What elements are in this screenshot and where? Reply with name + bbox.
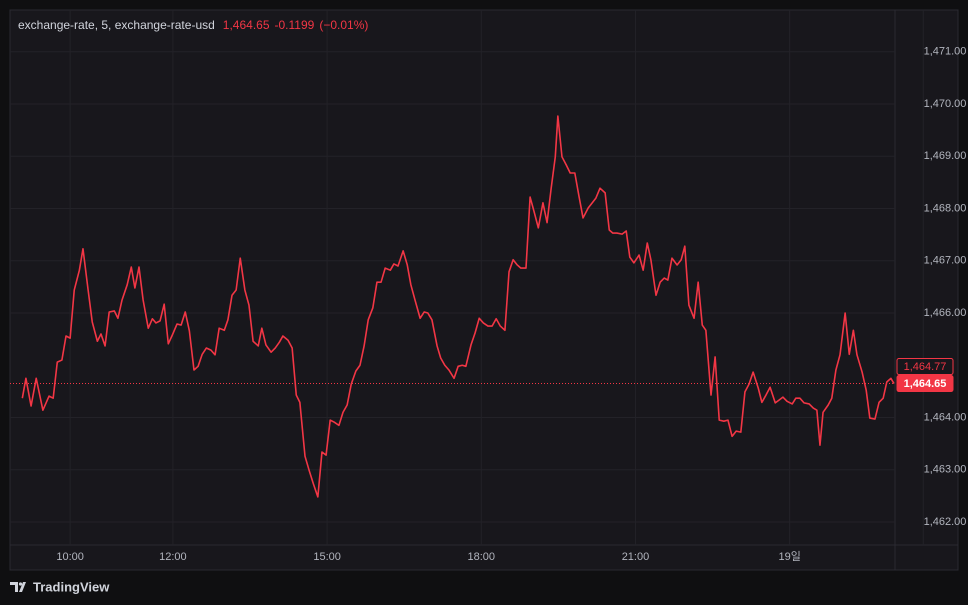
- y-axis: 1,462.00 1,463.00 1,464.00 1,466.00 1,467.00…: [896, 46, 967, 528]
- price-label-box: [896, 375, 954, 393]
- price-label-box: [896, 358, 954, 376]
- x-tick-label: 15:00: [313, 551, 341, 563]
- x-tick-label: 12:00: [159, 551, 187, 563]
- chart-frame: [9, 9, 959, 571]
- grid: [10, 10, 924, 545]
- legend-change-pct: (−0.01%): [319, 18, 368, 32]
- y-tick-label: 1,464.00: [924, 411, 967, 423]
- price-label: 1,464.77: [904, 361, 947, 373]
- y-tick-label: 1,471.00: [924, 46, 967, 58]
- legend-last: 1,464.65: [223, 18, 270, 32]
- legend-change: -0.1199: [275, 18, 315, 32]
- brand-logo: [10, 582, 26, 592]
- y-tick-label: 1,467.00: [924, 255, 967, 267]
- price-line: [21, 115, 895, 498]
- x-tick-label: 18:00: [468, 551, 496, 563]
- x-tick-label: 10:00: [56, 551, 84, 563]
- price-label: 1,464.65: [904, 378, 947, 390]
- chart-title: exchange-rate, 5, exchange-rate-usd: [18, 18, 215, 32]
- brand: TradingView: [33, 579, 110, 594]
- x-tick-label: 19일: [778, 549, 800, 563]
- y-tick-label: 1,468.00: [924, 202, 967, 214]
- y-tick-label: 1,466.00: [924, 307, 967, 319]
- y-tick-label: 1,462.00: [924, 516, 967, 528]
- x-tick-label: 21:00: [622, 551, 650, 563]
- y-tick-label: 1,463.00: [924, 464, 967, 476]
- y-tick-label: 1,470.00: [924, 98, 967, 110]
- y-tick-label: 1,469.00: [924, 150, 967, 162]
- plot: [10, 115, 895, 498]
